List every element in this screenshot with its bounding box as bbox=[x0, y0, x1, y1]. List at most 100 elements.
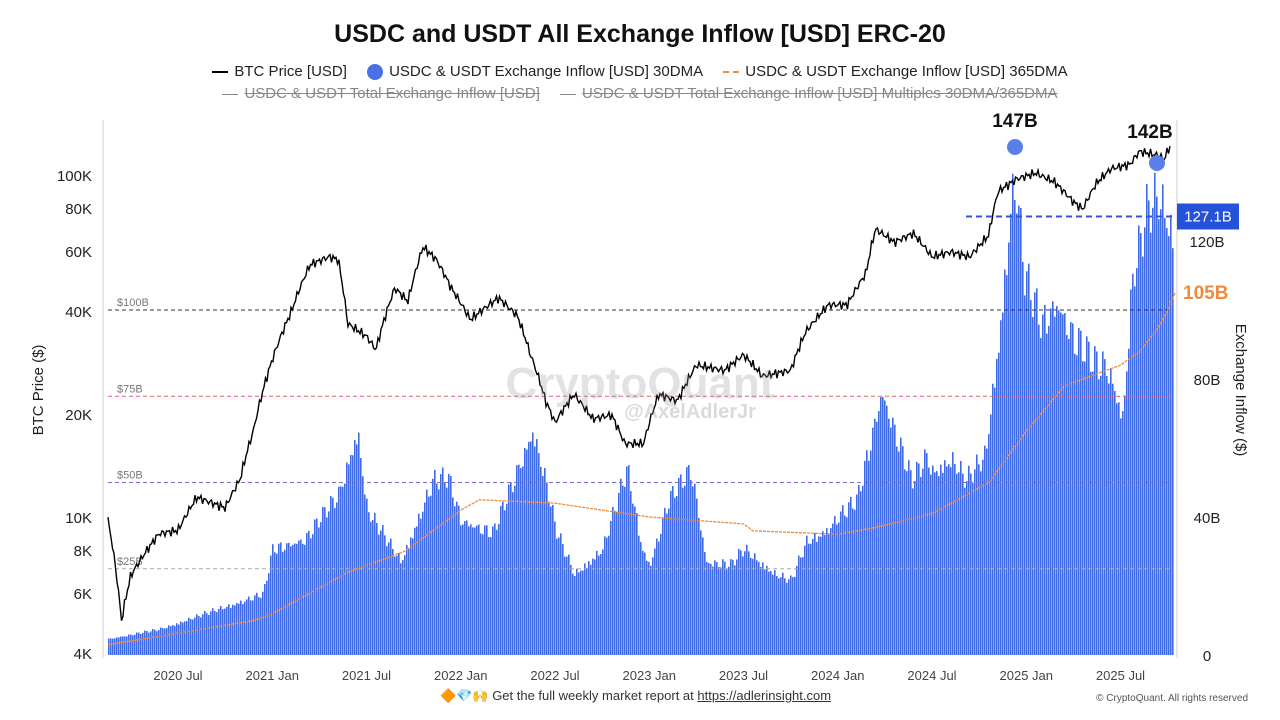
inflow-bar bbox=[420, 518, 422, 655]
inflow-bar bbox=[910, 470, 912, 655]
inflow-bar bbox=[826, 528, 828, 655]
inflow-bar bbox=[164, 628, 166, 655]
inflow-bar bbox=[210, 611, 212, 655]
inflow-bar bbox=[1128, 348, 1130, 655]
inflow-bar bbox=[440, 473, 442, 655]
inflow-bar bbox=[1160, 209, 1162, 655]
inflow-bar bbox=[372, 520, 374, 655]
inflow-bar bbox=[1104, 359, 1106, 655]
inflow-bar bbox=[270, 555, 272, 655]
inflow-bar bbox=[412, 538, 414, 655]
inflow-bar bbox=[648, 561, 650, 655]
inflow-bar bbox=[216, 612, 218, 655]
inflow-bar bbox=[434, 469, 436, 655]
legend-inflow-365dma[interactable]: USDC & USDT Exchange Inflow [USD] 365DMA bbox=[723, 63, 1068, 80]
inflow-bar bbox=[804, 545, 806, 655]
inflow-bar bbox=[848, 502, 850, 655]
current-level-badge bbox=[1177, 203, 1239, 230]
inflow-bar bbox=[802, 557, 804, 655]
inflow-bar bbox=[788, 579, 790, 655]
x-tick-label: 2020 Jul bbox=[153, 668, 202, 683]
inflow-bar bbox=[488, 536, 490, 655]
inflow-365dma-line bbox=[108, 292, 1176, 646]
inflow-bar bbox=[400, 563, 402, 655]
inflow-bar bbox=[472, 527, 474, 655]
inflow-bar bbox=[670, 490, 672, 655]
report-link[interactable]: https://adlerinsight.com bbox=[697, 688, 832, 703]
inflow-bar bbox=[1132, 273, 1134, 655]
inflow-bar bbox=[736, 559, 738, 655]
inflow-bar bbox=[162, 628, 164, 655]
inflow-bar bbox=[310, 538, 312, 655]
inflow-bar bbox=[664, 507, 666, 655]
inflow-bar bbox=[1036, 288, 1038, 655]
legend-label: USDC & USDT Total Exchange Inflow [USD] bbox=[244, 85, 540, 102]
legend-total-inflow[interactable]: USDC & USDT Total Exchange Inflow [USD] bbox=[222, 85, 540, 102]
inflow-bar bbox=[644, 552, 646, 655]
inflow-bar bbox=[156, 631, 158, 655]
inflow-bar bbox=[844, 515, 846, 655]
right-axis-title: Exchange Inflow ($) bbox=[1232, 324, 1249, 457]
inflow-bar bbox=[814, 532, 816, 655]
inflow-bar bbox=[112, 638, 114, 655]
legend-multiples[interactable]: USDC & USDT Total Exchange Inflow [USD] … bbox=[560, 85, 1058, 102]
inflow-bar bbox=[460, 525, 462, 655]
inflow-bar bbox=[904, 469, 906, 655]
inflow-bar bbox=[376, 523, 378, 655]
inflow-bar bbox=[158, 630, 160, 655]
inflow-bar bbox=[868, 460, 870, 655]
left-tick-label: 10K bbox=[65, 510, 92, 527]
inflow-bar bbox=[774, 570, 776, 655]
inflow-bar bbox=[640, 542, 642, 655]
inflow-bar bbox=[1042, 314, 1044, 655]
legend-label: USDC & USDT Total Exchange Inflow [USD] … bbox=[582, 85, 1058, 102]
inflow-bar bbox=[530, 441, 532, 655]
inflow-bar bbox=[938, 476, 940, 655]
legend-inflow-30dma[interactable]: USDC & USDT Exchange Inflow [USD] 30DMA bbox=[367, 63, 703, 81]
inflow-bar bbox=[768, 571, 770, 655]
inflow-bar bbox=[540, 466, 542, 655]
inflow-bar bbox=[742, 556, 744, 655]
inflow-bar bbox=[690, 479, 692, 655]
inflow-bar bbox=[702, 537, 704, 655]
x-tick-label: 2021 Jul bbox=[342, 668, 391, 683]
inflow-bar bbox=[734, 565, 736, 655]
inflow-bar bbox=[888, 418, 890, 655]
inflow-bar bbox=[130, 634, 132, 655]
inflow-bar bbox=[660, 533, 662, 655]
inflow-bar bbox=[620, 478, 622, 655]
inflow-bar bbox=[238, 603, 240, 655]
inflow-bar bbox=[850, 496, 852, 655]
inflow-bar bbox=[958, 472, 960, 655]
inflow-bar bbox=[760, 566, 762, 655]
right-tick-label: 40B bbox=[1194, 510, 1221, 527]
inflow-bar bbox=[1006, 275, 1008, 655]
inflow-bar bbox=[786, 582, 788, 655]
inflow-bar bbox=[600, 553, 602, 655]
inflow-bar bbox=[562, 544, 564, 655]
inflow-bar bbox=[474, 527, 476, 655]
peak-label-2: 142B bbox=[1127, 122, 1172, 143]
inflow-bar bbox=[1120, 418, 1122, 655]
x-tick-label: 2024 Jan bbox=[811, 668, 865, 683]
inflow-bar bbox=[962, 473, 964, 655]
inflow-bar bbox=[650, 565, 652, 655]
inflow-bar bbox=[682, 487, 684, 655]
inflow-bar bbox=[1048, 325, 1050, 655]
inflow-bar bbox=[110, 638, 112, 655]
legend-btc-price[interactable]: BTC Price [USD] bbox=[212, 63, 347, 80]
inflow-bar bbox=[758, 561, 760, 655]
inflow-bar bbox=[382, 524, 384, 655]
inflow-bar bbox=[422, 511, 424, 655]
dashed-swatch-icon bbox=[723, 71, 740, 74]
inflow-bar bbox=[212, 608, 214, 655]
inflow-bar bbox=[260, 597, 262, 655]
inflow-bar bbox=[948, 464, 950, 655]
inflow-bar bbox=[1096, 351, 1098, 655]
inflow-bar bbox=[160, 627, 162, 655]
inflow-bar bbox=[842, 505, 844, 655]
line-swatch-icon bbox=[222, 93, 239, 95]
inflow-bar bbox=[976, 454, 978, 655]
inflow-bar bbox=[1054, 316, 1056, 655]
inflow-bar bbox=[580, 570, 582, 655]
